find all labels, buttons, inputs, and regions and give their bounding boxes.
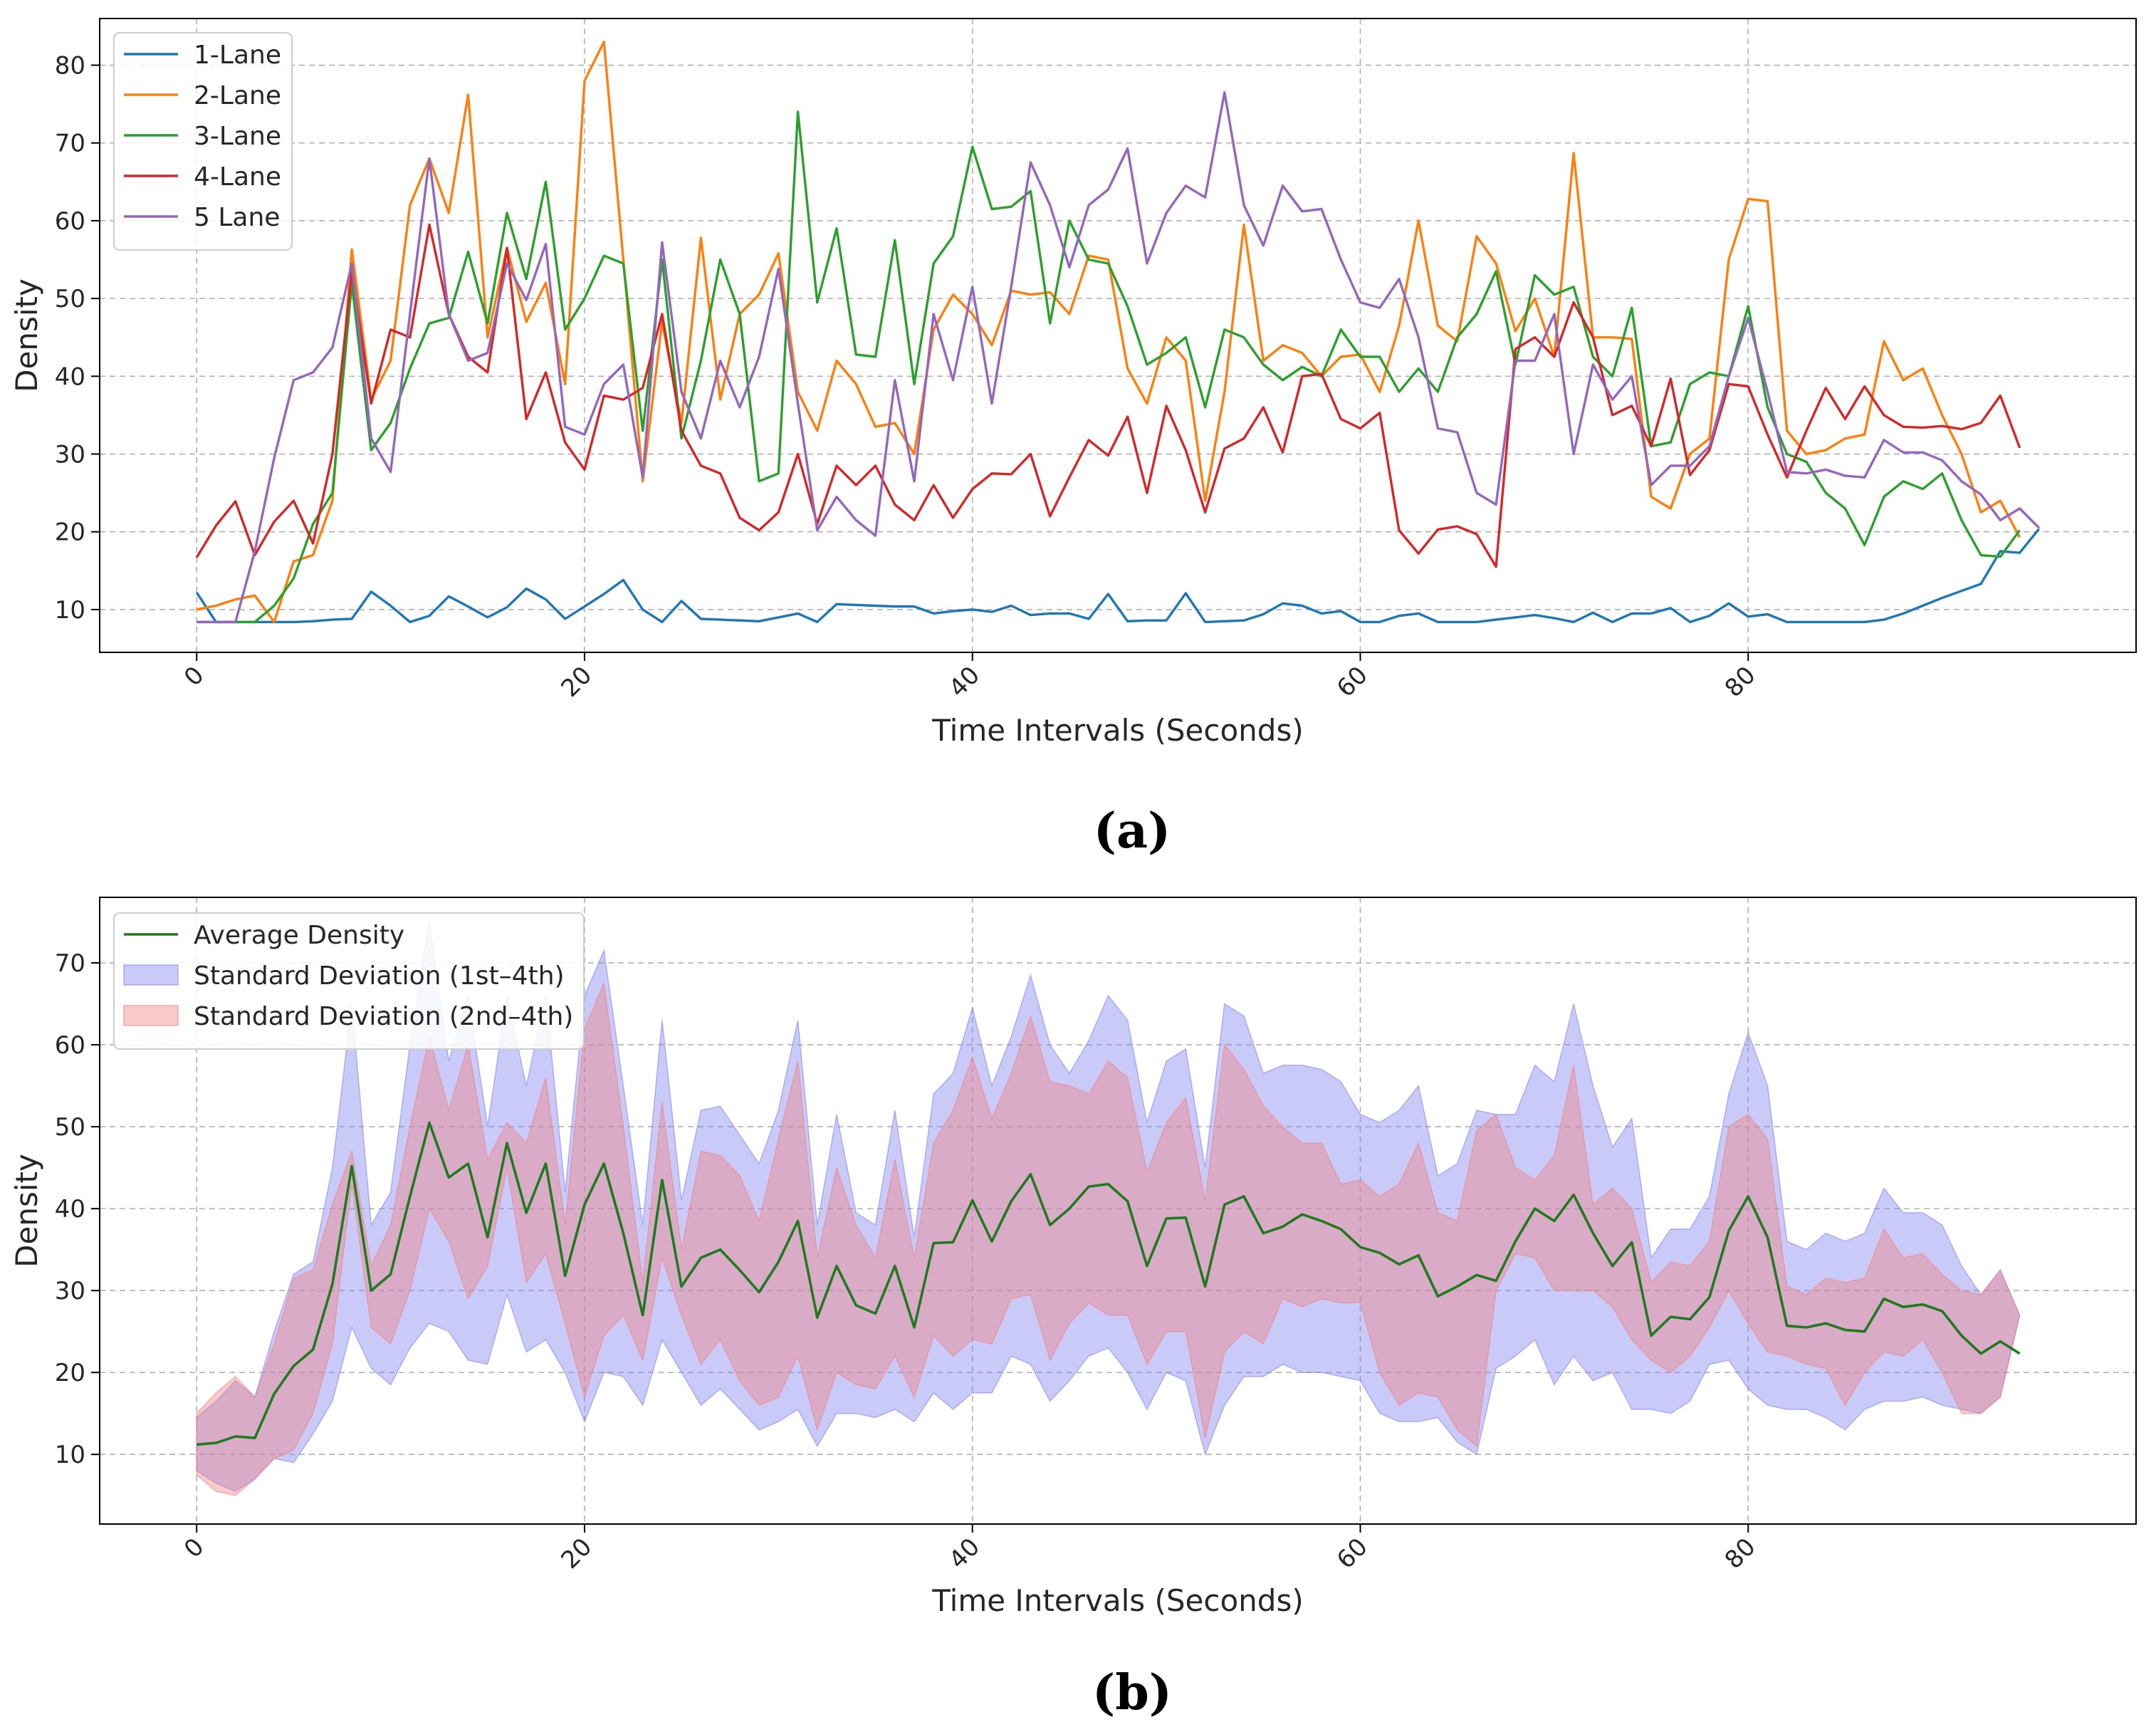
panel-b-x-axis-label: Time Intervals (Seconds) [931,1583,1303,1618]
panel-a-plot-frame [99,18,2137,653]
legend-label-4-lane: 4-Lane [194,162,281,192]
y-tick-label: 60 [55,207,85,236]
panel-a-y-axis-label: Density [9,278,44,392]
panel-b-plot-frame [99,897,2137,1525]
y-tick-label: 50 [55,1113,85,1142]
panel-a-legend: 1-Lane 2-Lane 3-Lane 4-Lane 5 Lane [113,32,293,251]
y-tick-label: 20 [55,1359,85,1387]
panel-a-caption: (a) [1094,803,1171,860]
y-tick-label: 70 [55,130,85,158]
y-tick-label: 30 [55,1277,85,1305]
series-line-5-lane [197,90,2041,624]
legend-label-standard-deviation-1st-4th: Standard Deviation (1st–4th) [194,961,565,991]
y-tick-label: 30 [55,441,85,469]
y-tick-label: 20 [55,518,85,547]
std-band-2 [196,981,2021,1496]
series-line-3-lane [197,110,2021,624]
legend-swatch-standard-deviation-2nd-4th [123,1005,179,1026]
legend-label-standard-deviation-2nd-4th: Standard Deviation (2nd–4th) [194,1002,573,1031]
legend-label-5-lane: 5 Lane [194,203,280,232]
y-tick-label: 40 [55,362,85,391]
legend-label-2-lane: 2-Lane [194,81,281,110]
panel-b-y-axis-label: Density [9,1154,44,1268]
y-tick-label: 70 [55,949,85,978]
panel-a-x-axis-label: Time Intervals (Seconds) [931,713,1303,748]
legend-frame [113,912,585,1050]
panel-a-grid [100,19,2136,652]
legend-label-1-lane: 1-Lane [194,41,281,70]
y-tick-label: 10 [55,596,85,625]
panel-b-series [196,922,2021,1496]
y-tick-label: 80 [55,52,85,80]
series-line-1-lane [195,528,2041,624]
series-line-2-lane [196,41,2021,624]
legend-frame [113,32,293,251]
y-tick-label: 50 [55,285,85,313]
panel-a-series [195,41,2041,624]
y-tick-label: 60 [55,1031,85,1060]
average-density-line [197,1121,2021,1446]
y-tick-label: 40 [55,1195,85,1224]
panel-b-legend: Average Density Standard Deviation (1st–4… [113,912,585,1050]
panel-b-caption: (b) [1092,1664,1172,1721]
y-tick-label: 10 [55,1441,85,1469]
legend-label-average-density: Average Density [194,921,404,950]
legend-label-3-lane: 3-Lane [194,122,281,151]
legend-swatch-standard-deviation-1st-4th [123,964,179,986]
